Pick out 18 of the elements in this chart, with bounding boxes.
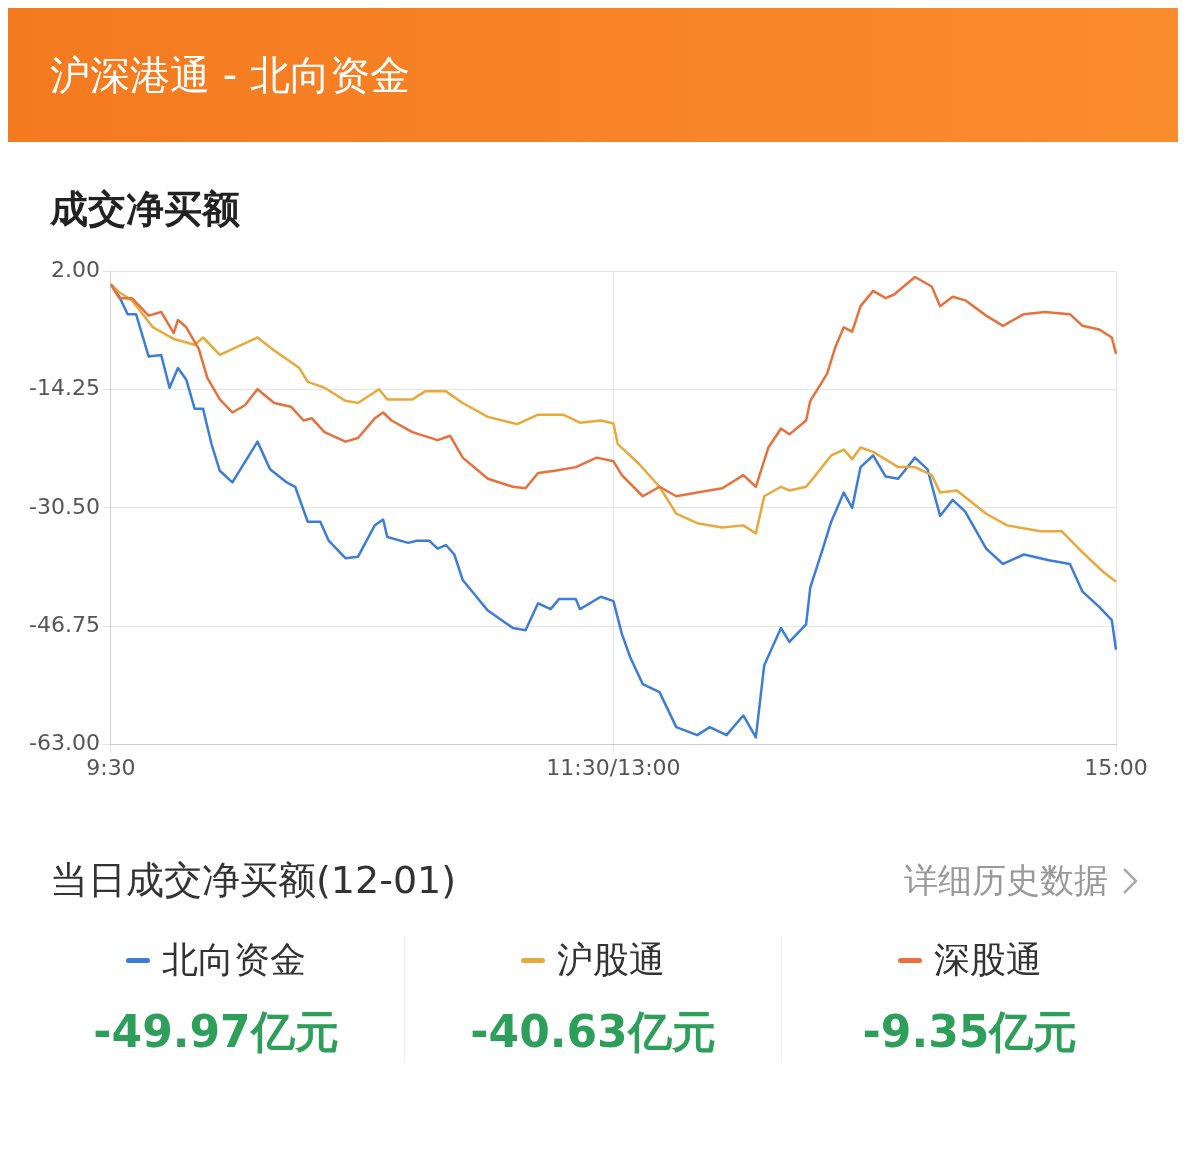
legend-label: 深股通 xyxy=(934,938,1042,982)
legend-label: 沪股通 xyxy=(557,938,665,982)
legend-label: 北向资金 xyxy=(162,938,306,982)
text: 详细历史数据 xyxy=(904,858,1108,902)
text: 当日成交净买额(12-01) xyxy=(50,857,457,904)
chart-subtitle: 成交净买额 xyxy=(49,186,241,233)
chart-title: 沪深港通 - 北向资金 xyxy=(50,50,410,100)
text: -49.97亿元 xyxy=(92,1005,340,1059)
text: -40.63亿元 xyxy=(469,1005,717,1059)
y-tick-label: -63.00 xyxy=(29,730,100,756)
x-tick-label: 9:30 xyxy=(86,754,136,780)
x-tick-label: 15:00 xyxy=(1084,754,1148,780)
y-tick-label: -46.75 xyxy=(29,611,100,637)
y-tick-label: -14.25 xyxy=(29,375,100,401)
y-tick-label: -30.50 xyxy=(29,493,100,519)
x-tick-label: 11:30/13:00 xyxy=(546,754,681,780)
text: -9.35亿元 xyxy=(861,1005,1079,1059)
y-tick-label: 2.00 xyxy=(50,256,100,282)
